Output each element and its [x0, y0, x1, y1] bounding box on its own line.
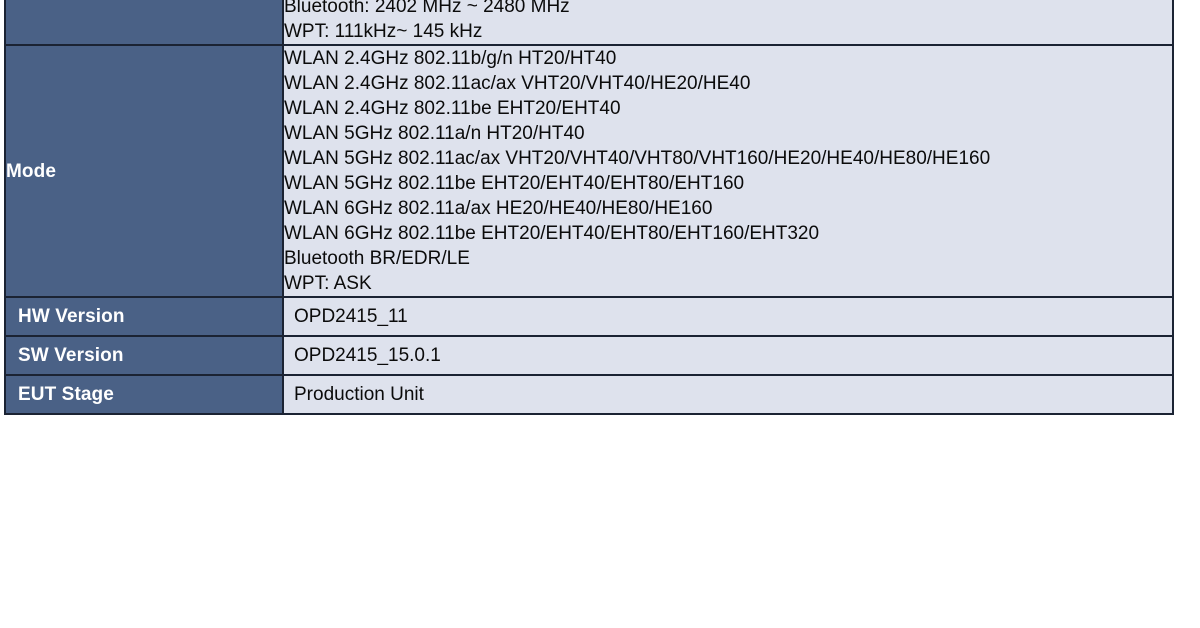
table-row: SW Version OPD2415_15.0.1: [4, 335, 1174, 376]
row-label-text: Mode: [6, 160, 57, 182]
row-value-line: WPT: ASK: [284, 273, 372, 294]
row-value-line: WLAN 6GHz 802.11be EHT20/EHT40/EHT80/EHT…: [284, 223, 820, 244]
row-value-line: WLAN 2.4GHz 802.11b/g/n HT20/HT40: [284, 48, 617, 69]
row-label-cell: Mode: [4, 44, 284, 298]
row-label-cell: Wireless Technology and Frequency Range: [4, 0, 284, 46]
row-value-line: WPT: 111kHz~ 145 kHz: [284, 21, 483, 42]
row-value-line: OPD2415_15.0.1: [294, 345, 441, 366]
row-label-text: HW Version: [18, 306, 125, 327]
row-value-line: Bluetooth BR/EDR/LE: [284, 248, 470, 269]
row-value-line: WLAN 6GHz 802.11a/ax HE20/HE40/HE80/HE16…: [284, 198, 713, 219]
table-row: Mode WLAN 2.4GHz 802.11b/g/n HT20/HT40 WLA…: [4, 44, 1174, 298]
row-label-cell: SW Version: [4, 335, 284, 376]
row-label-text: EUT Stage: [18, 384, 114, 405]
row-value-line: WLAN 2.4GHz 802.11ac/ax VHT20/VHT40/HE20…: [284, 73, 751, 94]
row-value-cell: WLAN 2.4GHz 802.11b/g/n HT20/HT40 WLAN 2.…: [282, 44, 1174, 298]
row-value-cell: OPD2415_11: [282, 296, 1174, 337]
table-row: EUT Stage Production Unit: [4, 374, 1174, 415]
row-value-line: WLAN 5GHz 802.11ac/ax VHT20/VHT40/VHT80/…: [284, 148, 991, 169]
table-row: Wireless Technology and Frequency RangeW…: [4, 0, 1174, 46]
eut-specification-table: Wireless Technology and Frequency RangeW…: [4, 0, 1174, 415]
row-value-line: OPD2415_11: [294, 306, 408, 327]
table-body: Wireless Technology and Frequency RangeW…: [4, 0, 1174, 415]
row-label-cell: EUT Stage: [4, 374, 284, 415]
row-value-line: WLAN 5GHz 802.11a/n HT20/HT40: [284, 123, 585, 144]
table-row: HW Version OPD2415_11: [4, 296, 1174, 337]
row-label-cell: HW Version: [4, 296, 284, 337]
row-value-cell: WLAN 2.4GHz Band: 2412 MHz ~ 2462 MHzWLA…: [282, 0, 1174, 46]
row-value-line: WLAN 2.4GHz 802.11be EHT20/EHT40: [284, 98, 621, 119]
row-value-line: Bluetooth: 2402 MHz ~ 2480 MHz: [284, 0, 570, 17]
row-value-line: WLAN 5GHz 802.11be EHT20/EHT40/EHT80/EHT…: [284, 173, 745, 194]
row-value-cell: OPD2415_15.0.1: [282, 335, 1174, 376]
row-value-cell: Production Unit: [282, 374, 1174, 415]
row-value-line: Production Unit: [294, 384, 424, 405]
row-label-text: SW Version: [18, 345, 124, 366]
